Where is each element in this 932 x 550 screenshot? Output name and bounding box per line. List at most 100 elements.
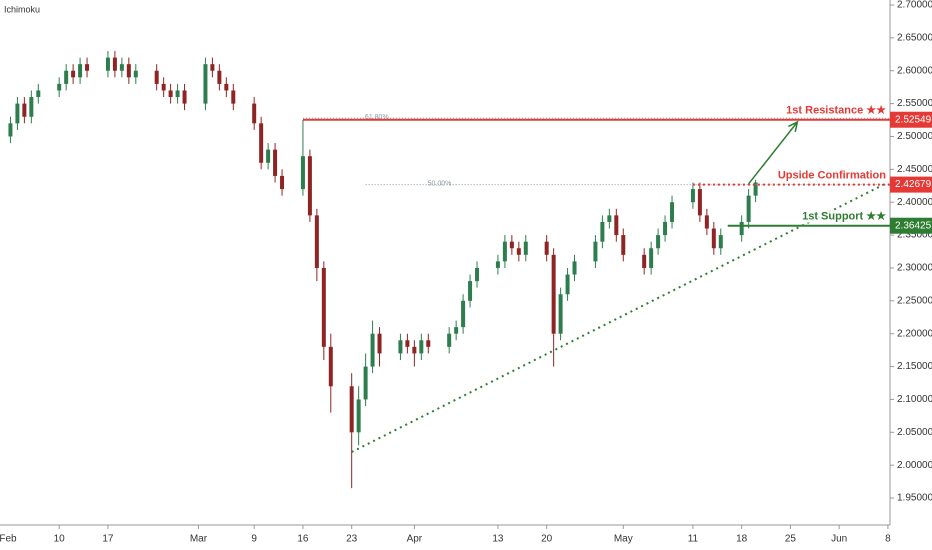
candle-body: [572, 261, 577, 275]
x-tick-label: Mar: [190, 534, 208, 545]
price-box: [890, 176, 932, 193]
x-tick-label: 9: [251, 534, 257, 545]
fib-label: 50.00%: [428, 180, 452, 187]
price-box-label: 2.42679: [895, 179, 932, 190]
candle-body: [168, 90, 173, 98]
candle-body: [266, 149, 271, 163]
y-tick-label: 2.65000: [897, 33, 932, 44]
x-tick-label: 20: [541, 534, 553, 545]
y-tick-label: 2.70000: [897, 0, 932, 11]
x-tick-label: 10: [54, 534, 66, 545]
candle-body: [412, 346, 417, 354]
level-name: 1st Support ★★: [802, 211, 886, 223]
candle-body: [551, 254, 556, 334]
y-tick-label: 1.95000: [897, 493, 932, 504]
candle-body: [203, 64, 208, 104]
candle-body: [224, 83, 229, 91]
candle-body: [607, 215, 612, 222]
y-tick-label: 2.40000: [897, 197, 932, 208]
arrow-shaft: [748, 121, 798, 185]
x-tick-label: Apr: [407, 534, 423, 545]
candle-body: [126, 64, 131, 78]
x-tick-label: May: [614, 534, 633, 545]
candle-body: [370, 333, 375, 367]
candle-body: [119, 64, 124, 71]
candle-body: [314, 215, 319, 268]
candle-body: [363, 366, 368, 400]
candle-body: [593, 241, 598, 262]
candle-body: [475, 267, 480, 282]
candle-body: [182, 90, 187, 104]
candle-body: [252, 103, 257, 124]
candle-body: [461, 300, 466, 328]
x-tick-label: 17: [102, 534, 114, 545]
x-tick-label: Feb: [0, 534, 17, 545]
trendline: [351, 181, 889, 453]
candle-body: [217, 70, 222, 84]
candle-body: [544, 241, 549, 255]
level-name-bg: [800, 210, 889, 223]
y-tick-label: 2.05000: [897, 427, 932, 438]
indicator-label: Ichimoku: [4, 4, 40, 14]
y-tick-label: 2.15000: [897, 361, 932, 372]
candle-body: [621, 235, 626, 255]
candle-body: [690, 189, 695, 203]
price-box-label: 2.52549: [895, 114, 932, 125]
candle-body: [656, 235, 661, 249]
candle-body: [15, 103, 20, 124]
candle-body: [495, 261, 500, 268]
candle-body: [398, 340, 403, 354]
candle-body: [64, 70, 69, 84]
y-tick-label: 2.30000: [897, 263, 932, 274]
y-tick-label: 2.45000: [897, 164, 932, 175]
candle-body: [704, 215, 709, 229]
candle-body: [614, 215, 619, 236]
candle-body: [175, 90, 180, 98]
level-name-bg: [775, 169, 889, 182]
candle-body: [468, 281, 473, 301]
candle-body: [231, 90, 236, 104]
candle-body: [321, 267, 326, 347]
level-name-bg: [784, 104, 889, 117]
candle-body: [697, 189, 702, 216]
x-tick-label: 18: [736, 534, 748, 545]
x-tick-label: 23: [346, 534, 358, 545]
fib-label: 61.80%: [365, 114, 389, 121]
candle-body: [57, 83, 62, 91]
y-tick-label: 2.10000: [897, 394, 932, 405]
candle-body: [78, 64, 83, 78]
candle-body: [663, 221, 668, 236]
y-tick-label: 2.00000: [897, 460, 932, 471]
candle-body: [36, 90, 41, 98]
level-name: 1st Resistance ★★: [786, 105, 886, 117]
candle-body: [523, 241, 528, 255]
candle-body: [259, 123, 264, 163]
candle-body: [328, 346, 333, 387]
candle-body: [600, 221, 605, 242]
y-tick-label: 2.60000: [897, 65, 932, 76]
candle-body: [558, 294, 563, 334]
price-box-label: 2.36425: [895, 220, 932, 231]
candle-body: [516, 248, 521, 255]
candle-body: [71, 70, 76, 78]
price-box: [890, 111, 932, 128]
arrow-head: [788, 120, 799, 132]
x-tick-label: Jun: [831, 534, 847, 545]
candle-body: [300, 156, 305, 190]
candle-body: [105, 57, 110, 71]
candle-body: [454, 327, 459, 334]
x-tick-label: 11: [688, 534, 699, 545]
candle-body: [419, 340, 424, 354]
candle-body: [161, 83, 166, 91]
x-tick-label: 8: [885, 534, 891, 545]
candle-body: [642, 254, 647, 268]
candle-body: [280, 175, 285, 190]
candle-body: [509, 241, 514, 249]
candle-body: [377, 333, 382, 354]
candle-body: [746, 195, 751, 222]
level-name: Upside Confirmation: [778, 170, 886, 182]
candle-body: [670, 202, 675, 222]
